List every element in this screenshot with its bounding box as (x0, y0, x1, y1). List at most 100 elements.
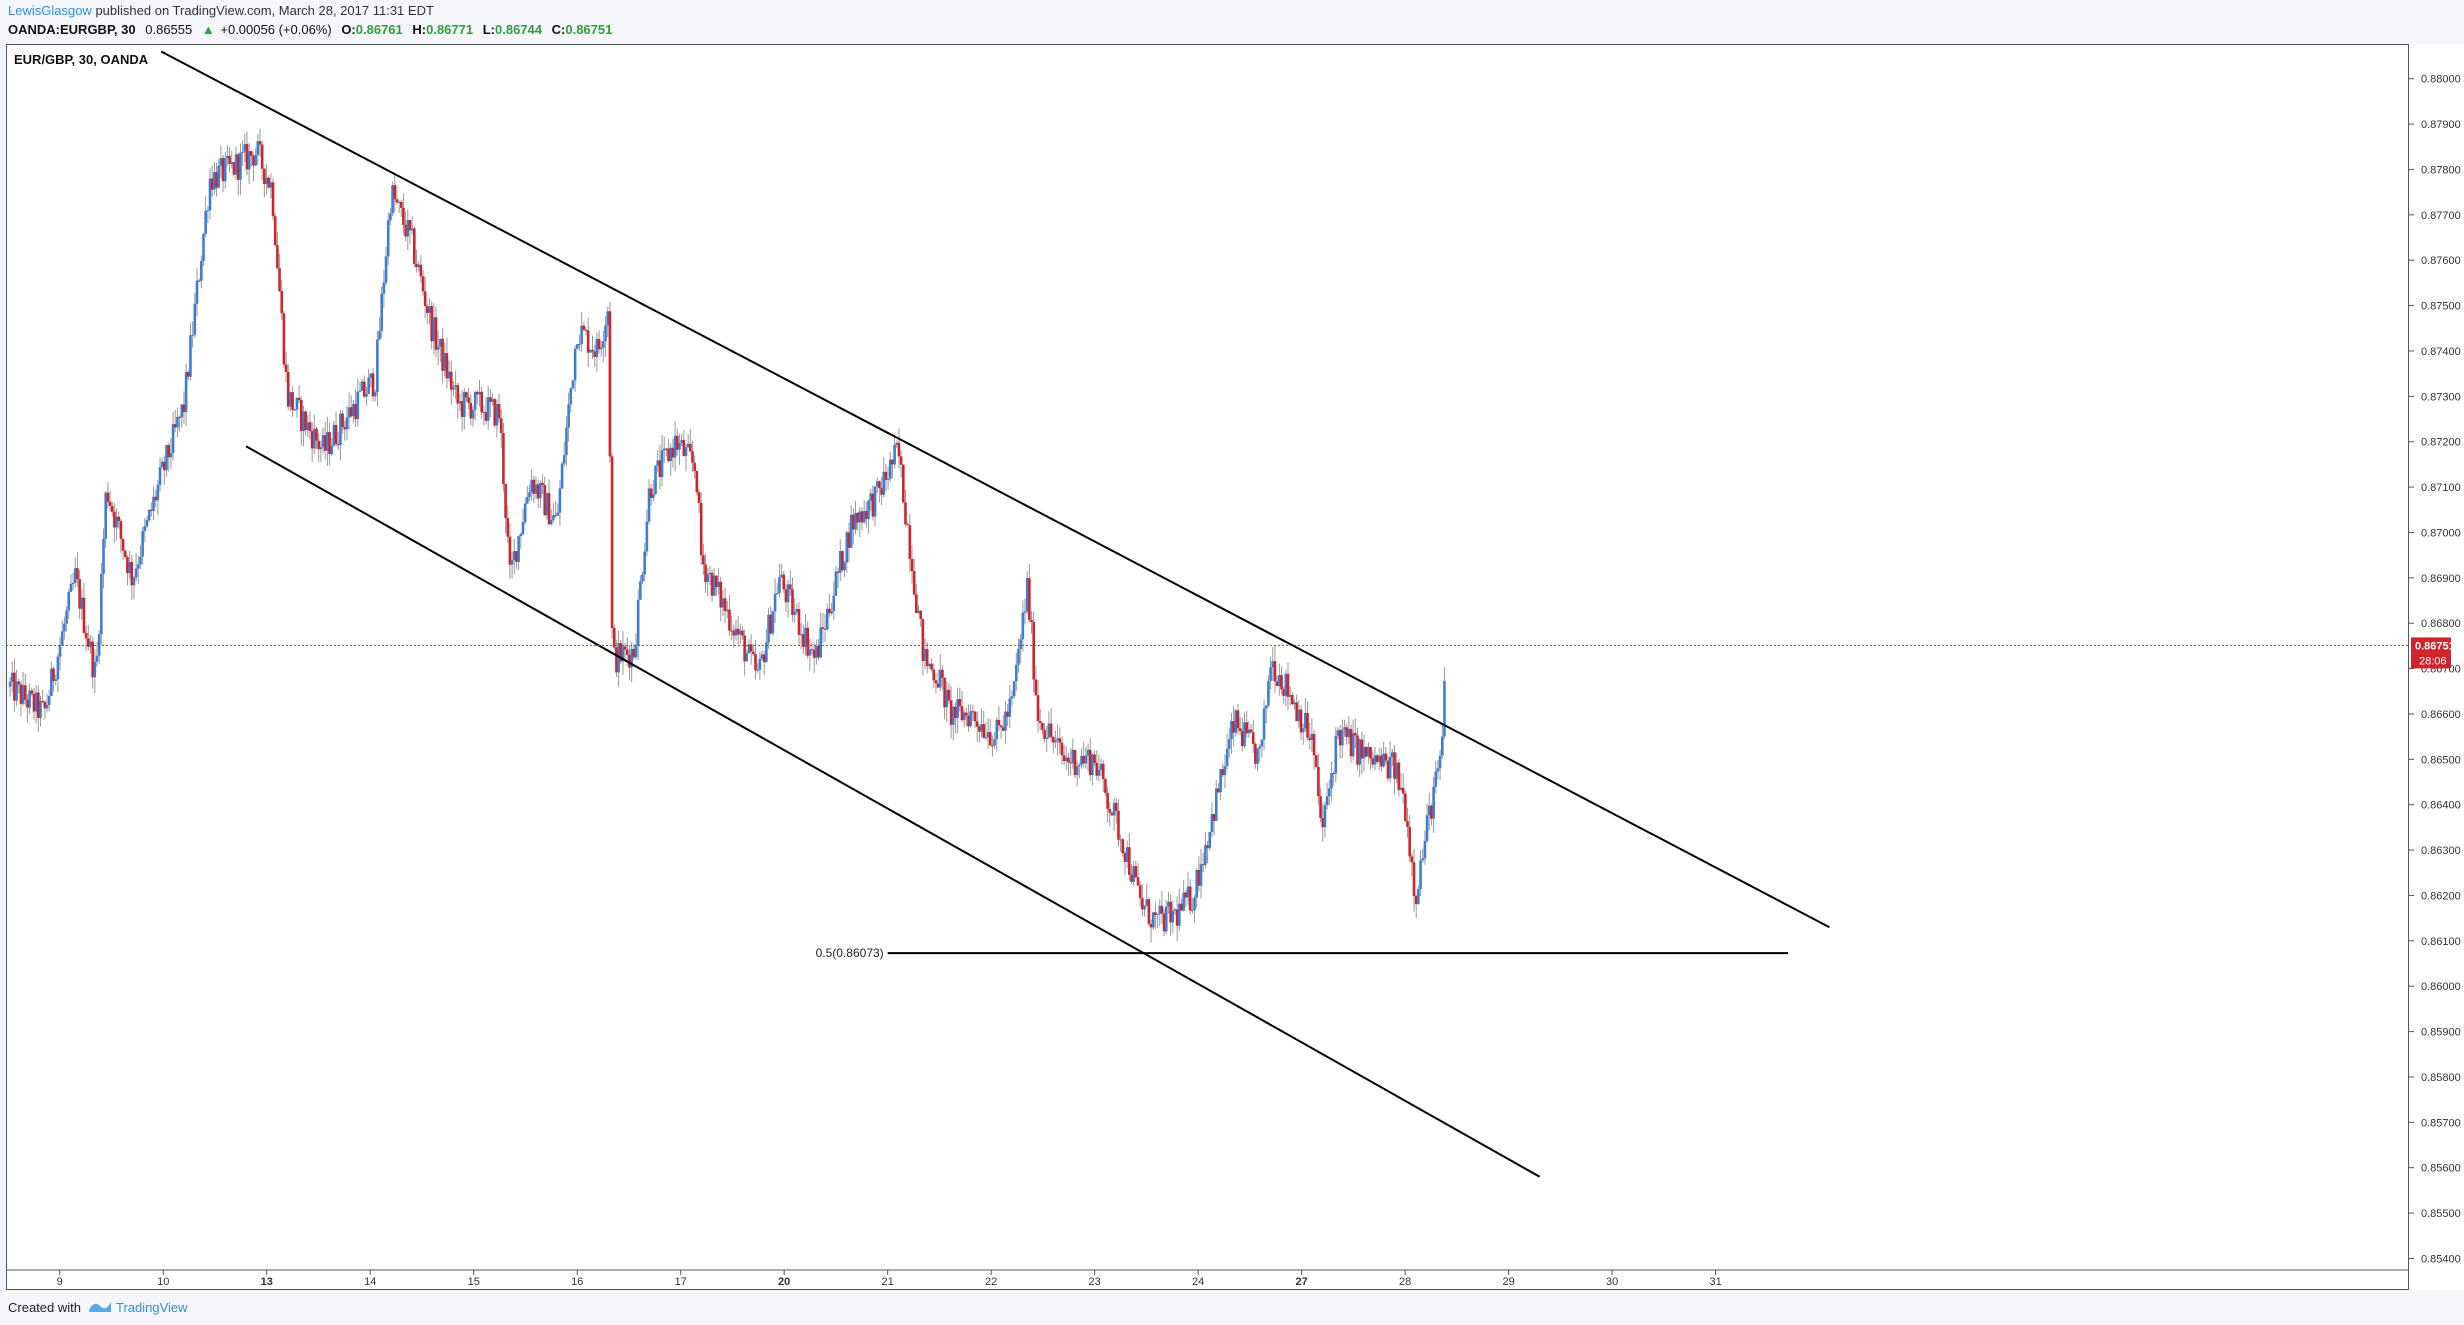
candle-down (278, 268, 281, 292)
candle-down (308, 422, 312, 432)
y-tick-label: 0.86000 (2421, 981, 2461, 993)
x-tick-label: 10 (157, 1276, 169, 1288)
candle-up (780, 574, 783, 578)
candle-up (539, 482, 542, 499)
candle-up (10, 672, 14, 682)
candle-up (917, 610, 920, 614)
candle-down (1149, 923, 1153, 928)
candle-up (128, 562, 131, 574)
candle-down (252, 155, 255, 166)
candle-up (202, 234, 205, 262)
chart-pane[interactable] (6, 44, 2409, 1290)
candle-down (245, 144, 249, 170)
candle-down (1201, 864, 1205, 866)
candle-down (597, 338, 601, 350)
candle-down (649, 488, 653, 498)
candle-down (280, 291, 284, 314)
candle-down (250, 151, 253, 156)
candle-down (1028, 578, 1031, 620)
candle-up (1004, 711, 1007, 731)
candle-up (1234, 710, 1238, 733)
candle-up (1012, 681, 1016, 697)
candle-down (91, 641, 94, 678)
trendlines[interactable]: 0.5(0.86073) (160, 50, 1830, 1178)
candle-up (213, 172, 216, 190)
candle-up (1271, 661, 1275, 668)
candle-down (1134, 866, 1138, 878)
candle-down (586, 330, 590, 353)
candle-down (665, 448, 668, 450)
x-tick-label: 17 (675, 1276, 687, 1288)
candle-up (295, 397, 299, 410)
candle-up (1325, 796, 1329, 806)
candle-up (882, 471, 886, 495)
candle-up (660, 450, 664, 478)
y-tick-label: 0.86600 (2421, 709, 2461, 721)
last-price: 0.86555 (145, 22, 193, 37)
candle-up (956, 699, 959, 718)
y-axis: 0.88000 0.87900 0.87800 0.87700 0.87600 0.875… (2409, 74, 2461, 1265)
candle-down (1236, 710, 1240, 729)
candle-down (982, 724, 986, 738)
candle-down (434, 317, 438, 350)
candle-down (1306, 712, 1309, 738)
y-tick-label: 0.86900 (2421, 573, 2461, 585)
candle-up (56, 656, 60, 680)
candle-up (180, 404, 184, 418)
candle-down (1162, 913, 1166, 932)
candle-up (1421, 858, 1425, 861)
candle-down (810, 649, 814, 651)
candle-up (569, 388, 573, 405)
candle-up (1017, 648, 1020, 665)
candle-up (1284, 673, 1288, 696)
channel-lower-line[interactable] (245, 445, 1541, 1178)
candle-up (495, 404, 499, 426)
candle-up (1178, 903, 1181, 926)
candle-down (860, 511, 864, 523)
candle-down (871, 493, 875, 517)
candle-down (310, 431, 314, 449)
candle-down (426, 306, 429, 313)
candle-up (1164, 906, 1168, 932)
candle-down (1314, 755, 1318, 767)
candle-down (456, 385, 460, 404)
candle-up (945, 689, 949, 708)
tradingview-brand[interactable]: TradingView (116, 1300, 188, 1315)
candle-up (406, 220, 410, 237)
candle-up (443, 353, 447, 371)
x-tick-label: 28 (1399, 1276, 1411, 1288)
candle-down (354, 404, 357, 420)
candle-up (486, 397, 490, 421)
candle-up (1436, 768, 1440, 772)
candle-down (836, 571, 840, 573)
channel-upper-line[interactable] (160, 50, 1830, 929)
candle-down (541, 482, 544, 486)
candle-up (1208, 831, 1212, 849)
candle-up (893, 444, 896, 465)
candle-up (1008, 698, 1012, 717)
y-tick-label: 0.85900 (2421, 1027, 2461, 1039)
candle-down (1043, 729, 1046, 739)
author-link[interactable]: LewisGlasgow (8, 3, 92, 18)
candle-up (1158, 905, 1162, 914)
candle-up (345, 417, 349, 430)
candles (8, 128, 1446, 943)
candle-down (1345, 727, 1348, 738)
candle-up (54, 679, 58, 681)
candle-up (662, 448, 666, 451)
candle-up (1047, 723, 1051, 738)
candle-up (654, 465, 657, 495)
candle-down (1138, 885, 1142, 899)
candle-up (526, 497, 529, 504)
candle-up (1054, 740, 1057, 743)
candle-up (895, 442, 899, 445)
candle-up (928, 663, 931, 667)
candle-up (141, 531, 144, 557)
candle-up (652, 494, 655, 498)
candle-down (880, 488, 883, 495)
candle-down (1147, 899, 1151, 924)
candle-down (263, 168, 266, 184)
candle-up (410, 228, 414, 231)
candle-up (171, 424, 175, 454)
candle-down (784, 589, 788, 603)
